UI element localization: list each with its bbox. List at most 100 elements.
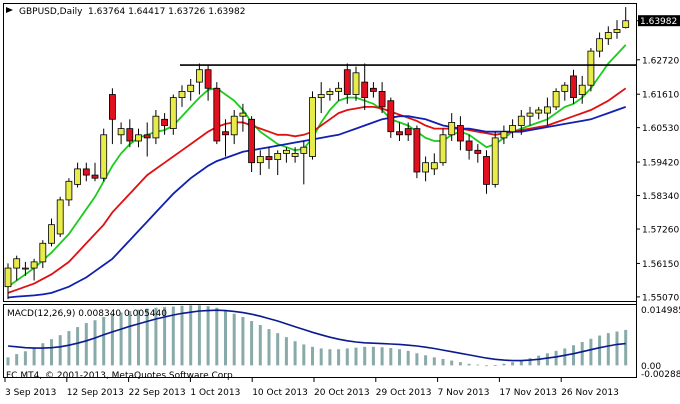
macd-bar [511, 362, 515, 366]
macd-bar [171, 306, 175, 366]
candle [422, 156, 430, 182]
candle-body [169, 97, 177, 129]
candle [491, 131, 499, 188]
candle-body [248, 118, 256, 164]
candle-body [143, 134, 151, 139]
candle-body [613, 29, 621, 33]
price-tick-label: 1.61610 [642, 91, 679, 101]
copyright-label: FC MT4, © 2001-2013, MetaQuotes Software… [6, 371, 236, 381]
candle [204, 65, 212, 101]
time-tick-label: 1 Oct 2013 [190, 388, 240, 398]
macd-bar [328, 349, 332, 366]
candle [613, 20, 621, 39]
candle-body [161, 118, 169, 126]
macd-bar [250, 321, 254, 366]
candle-body [404, 128, 412, 136]
candle-body [74, 168, 81, 185]
candle [587, 48, 595, 92]
macd-bar [50, 339, 53, 366]
candle [265, 147, 273, 169]
candle [526, 106, 534, 126]
candle-body [317, 94, 325, 99]
candle-body [326, 91, 334, 95]
macd-bar [606, 333, 610, 366]
macd-bar [119, 312, 123, 366]
macd-bar [224, 310, 227, 366]
macd-bar [302, 344, 306, 366]
macd-bar [189, 305, 193, 366]
candle [213, 82, 221, 145]
candle-body [4, 267, 12, 288]
candle-body [239, 112, 247, 117]
candle [300, 140, 308, 185]
ohlc-label: 1.63764 1.64417 1.63726 1.63982 [88, 7, 245, 17]
candle-body [387, 100, 395, 133]
candle-body [352, 72, 360, 95]
candle [361, 63, 369, 111]
macd-bar [415, 353, 419, 366]
ma-slow-line [7, 106, 627, 299]
macd-bar [424, 355, 428, 366]
macd-bar [389, 348, 393, 366]
macd-bar [311, 346, 314, 366]
candle-body [517, 115, 525, 126]
candle-body [187, 84, 195, 92]
price-tick-label: 1.59420 [642, 159, 679, 169]
macd-bar [345, 348, 349, 366]
candle [517, 110, 525, 135]
candle-body [30, 261, 38, 269]
macd-bar [485, 365, 488, 367]
macd-bar [67, 331, 71, 366]
candle [343, 63, 351, 104]
macd-bar [380, 347, 384, 366]
candle [274, 150, 282, 176]
macd-tick-label: 0.00 [641, 362, 661, 372]
candle [387, 97, 395, 138]
candle-body [413, 128, 421, 173]
candle-body [82, 168, 90, 176]
time-tick-label: 29 Oct 2013 [376, 388, 432, 398]
candle-body [578, 84, 586, 95]
macd-bar [371, 346, 375, 366]
macd-bar [319, 348, 323, 366]
candle-body [439, 134, 447, 164]
ma-fast-line [7, 44, 627, 288]
candle-body [56, 199, 64, 235]
candle-body [256, 156, 264, 164]
candle [535, 106, 543, 120]
candle [4, 263, 12, 300]
candle [169, 94, 177, 135]
candle [117, 122, 125, 145]
candle [91, 162, 99, 182]
macd-bar [137, 309, 140, 366]
macd-bar [241, 317, 245, 366]
macd-bar [337, 349, 341, 366]
macd-bar [15, 354, 19, 366]
candle-body [369, 87, 377, 92]
candle-body [152, 115, 160, 139]
candle [369, 82, 377, 98]
candle [396, 122, 403, 141]
macd-bar [615, 331, 619, 366]
macd-bar [6, 357, 10, 366]
macd-bar [41, 343, 45, 366]
candle [248, 116, 256, 172]
time-tick-label: 20 Oct 2013 [314, 388, 370, 398]
candle-body [39, 242, 47, 263]
candle [230, 110, 238, 145]
macd-bar [180, 305, 184, 366]
candle-body [265, 156, 273, 160]
candle-body [361, 81, 369, 99]
candle-body [604, 32, 612, 40]
candle-body [195, 69, 203, 83]
macd-bar [572, 345, 575, 366]
macd-bar [84, 323, 88, 366]
candle-body [448, 122, 456, 136]
macd-layer [6, 305, 628, 367]
candle [570, 69, 577, 104]
candle-body [230, 115, 238, 136]
